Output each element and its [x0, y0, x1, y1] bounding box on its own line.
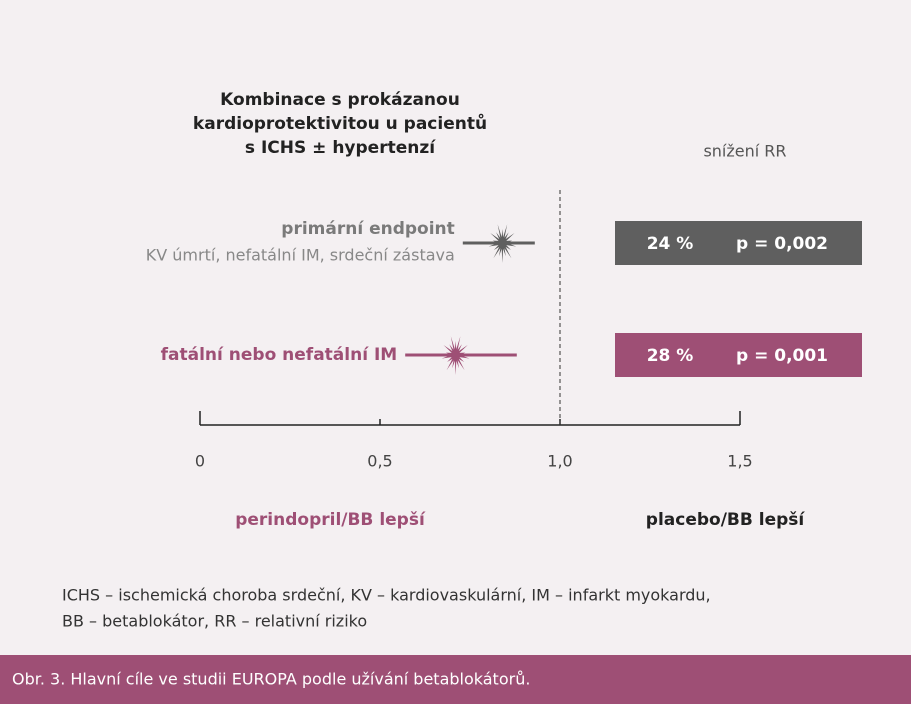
title-line: kardioprotektivitou u pacientů	[193, 112, 487, 134]
footnote: BB – betablokátor, RR – relativní riziko	[62, 612, 367, 631]
x-tick-label: 0,5	[367, 452, 392, 471]
p-value: p = 0,002	[736, 234, 828, 254]
footnote: ICHS – ischemická choroba srdeční, KV – …	[62, 586, 711, 605]
p-value: p = 0,001	[736, 346, 828, 366]
left-label: perindopril/BB lepší	[235, 510, 426, 530]
row-label: primární endpoint	[281, 219, 455, 239]
value-header: snížení RR	[703, 142, 786, 161]
caption-bar	[0, 655, 911, 704]
caption: Obr. 3. Hlavní cíle ve studii EUROPA pod…	[12, 670, 530, 689]
result-box	[615, 221, 862, 265]
reduction: 24 %	[647, 234, 694, 254]
x-tick-label: 1,0	[547, 452, 572, 471]
point-estimate	[488, 224, 517, 263]
row-sublabel: KV úmrtí, nefatální IM, srdeční zástava	[146, 246, 455, 265]
x-tick-label: 0	[195, 452, 205, 471]
right-label: placebo/BB lepší	[646, 510, 806, 530]
result-box	[615, 333, 862, 377]
title-line: Kombinace s prokázanou	[220, 90, 460, 110]
x-tick-label: 1,5	[727, 452, 752, 471]
title-line: s ICHS ± hypertenzí	[245, 138, 436, 158]
point-estimate	[441, 336, 470, 375]
reduction: 28 %	[647, 346, 694, 366]
row-label: fatální nebo nefatální IM	[161, 345, 398, 365]
